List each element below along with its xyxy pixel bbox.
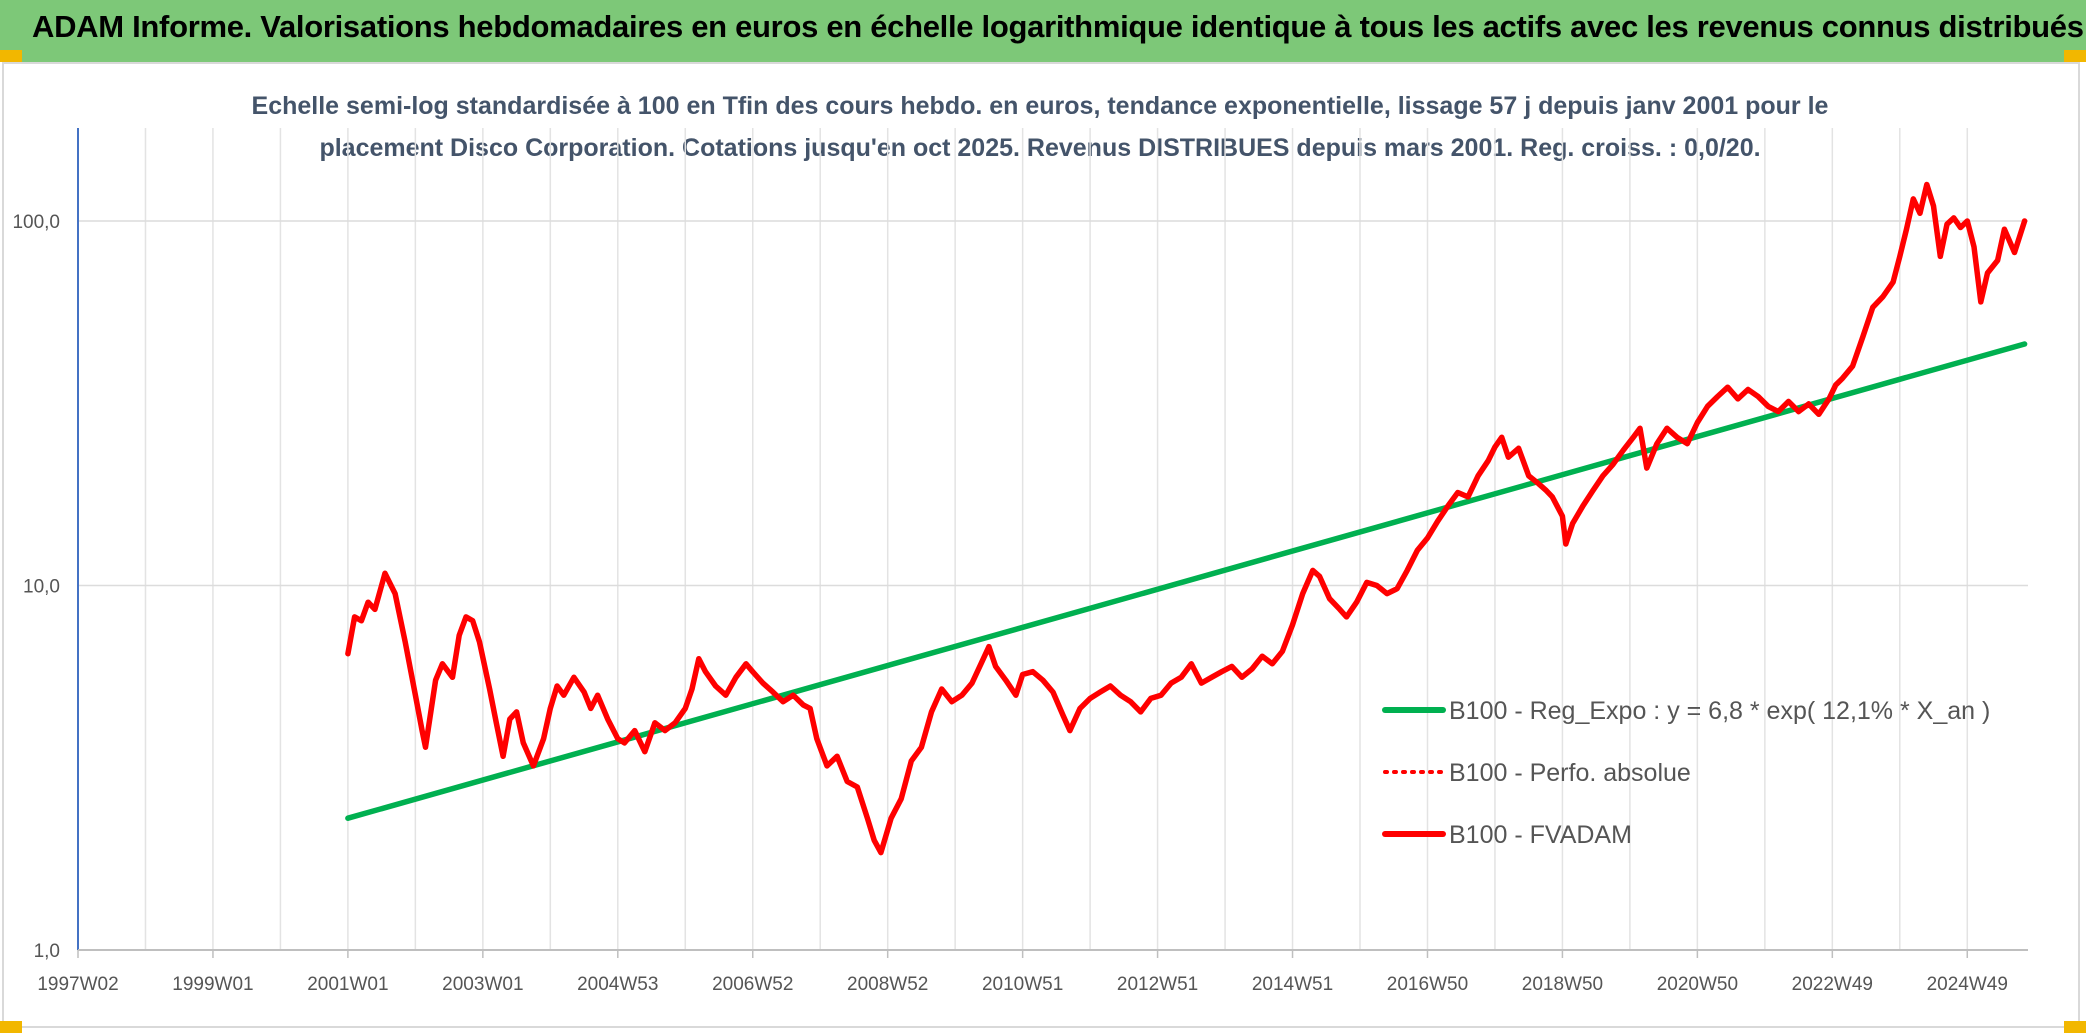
corner-marker-bottom-right <box>2064 1021 2086 1033</box>
x-tick-label: 2018W50 <box>1522 974 1603 995</box>
x-tick-label: 2014W51 <box>1252 974 1333 995</box>
legend-label-1: B100 - Reg_Expo : y = 6,8 * exp( 12,1% *… <box>1449 697 1990 725</box>
y-tick-label: 10,0 <box>23 577 60 598</box>
series-line-3 <box>345 181 2028 856</box>
x-tick-label: 2020W50 <box>1657 974 1738 995</box>
x-tick-label: 2016W50 <box>1387 974 1468 995</box>
x-tick-label: 1999W01 <box>172 974 253 995</box>
report-title: ADAM Informe. Valorisations hebdomadaire… <box>32 9 2084 44</box>
x-tick-label: 2001W01 <box>307 974 388 995</box>
axes: 1,0 10,0 100,0 1997W02 1999W01 2001W01 2003W01… <box>12 128 2028 995</box>
x-tick-label: 2024W49 <box>1927 974 2008 995</box>
series-lines <box>345 181 2028 856</box>
chart-subtitle-line2: placement Disco Corporation. Cotations j… <box>319 134 1761 162</box>
x-tick-label: 2010W51 <box>982 974 1063 995</box>
legend: B100 - Reg_Expo : y = 6,8 * exp( 12,1% *… <box>1382 697 1990 849</box>
y-tick-label: 100,0 <box>12 212 60 233</box>
x-tick-label: 2004W53 <box>577 974 658 995</box>
corner-marker-top-right <box>2064 50 2086 62</box>
legend-label-2: B100 - Perfo. absolue <box>1449 759 1691 787</box>
chart-subtitle-line1: Echelle semi-log standardisée à 100 en T… <box>251 92 1829 120</box>
x-tick-label: 2003W01 <box>442 974 523 995</box>
x-tick-label: 2006W52 <box>712 974 793 995</box>
x-tick-label: 1997W02 <box>37 974 118 995</box>
grid-lines <box>77 128 2028 951</box>
x-tick-label: 2012W51 <box>1117 974 1198 995</box>
x-tick-label: 2008W52 <box>847 974 928 995</box>
report-banner: ADAM Informe. Valorisations hebdomadaire… <box>0 0 2086 62</box>
x-tick-label: 2022W49 <box>1792 974 1873 995</box>
series-line-1 <box>345 341 2028 821</box>
legend-label-3: B100 - FVADAM <box>1449 821 1632 849</box>
corner-marker-bottom-left <box>0 1021 22 1033</box>
y-tick-label: 1,0 <box>34 941 60 962</box>
corner-marker-top-left <box>0 50 22 62</box>
